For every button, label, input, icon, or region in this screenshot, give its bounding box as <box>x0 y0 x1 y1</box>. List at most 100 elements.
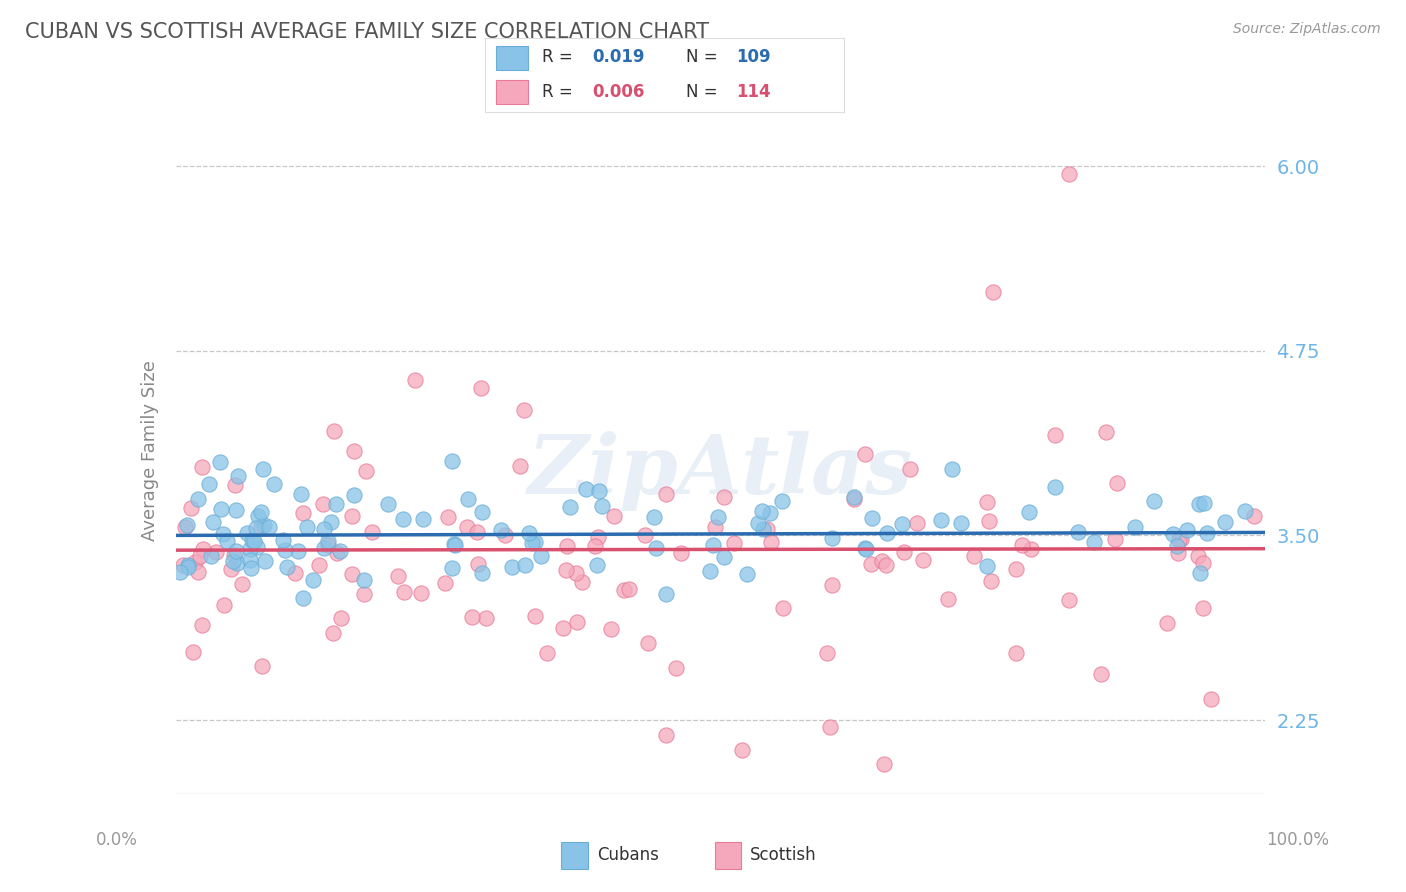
Point <box>1188 497 1211 511</box>
Point <box>177 558 200 572</box>
Y-axis label: Average Family Size: Average Family Size <box>141 360 159 541</box>
Point <box>747 516 769 530</box>
Point <box>191 459 214 474</box>
Point <box>456 519 478 533</box>
Point <box>308 558 330 573</box>
Point <box>706 510 728 524</box>
Point <box>890 516 912 531</box>
Point <box>853 447 876 461</box>
Point <box>276 560 298 574</box>
Point <box>219 562 242 576</box>
Point <box>259 520 281 534</box>
Point <box>530 549 553 564</box>
Point <box>855 541 877 556</box>
Point <box>342 444 364 458</box>
Text: 109: 109 <box>737 48 770 66</box>
Point <box>291 506 314 520</box>
Point <box>457 492 479 507</box>
Point <box>169 565 191 579</box>
Point <box>211 527 233 541</box>
Point <box>326 546 349 560</box>
Point <box>875 558 897 573</box>
Point <box>585 558 607 572</box>
Point <box>821 577 844 591</box>
Point <box>645 541 668 555</box>
Point <box>287 544 309 558</box>
Point <box>603 509 626 524</box>
FancyBboxPatch shape <box>496 45 529 70</box>
Point <box>242 533 264 548</box>
Point <box>176 518 198 533</box>
Point <box>1095 425 1118 439</box>
Point <box>443 537 465 551</box>
Point <box>224 548 246 562</box>
Point <box>669 546 692 560</box>
Point <box>1005 646 1028 660</box>
Point <box>360 525 382 540</box>
Point <box>183 555 205 569</box>
Point <box>1156 615 1178 630</box>
Text: 0.019: 0.019 <box>592 48 645 66</box>
Point <box>1067 524 1090 539</box>
Point <box>409 586 432 600</box>
Point <box>353 587 375 601</box>
Point <box>290 487 312 501</box>
Point <box>950 516 973 530</box>
FancyBboxPatch shape <box>714 842 741 869</box>
Point <box>191 618 214 632</box>
Point <box>565 566 588 581</box>
Point <box>186 492 208 507</box>
Point <box>1166 540 1188 554</box>
Point <box>412 512 434 526</box>
Point <box>325 497 347 511</box>
Text: N =: N = <box>686 48 717 66</box>
Point <box>343 488 366 502</box>
Point <box>637 635 659 649</box>
Point <box>1234 504 1257 518</box>
Point <box>523 608 546 623</box>
Text: N =: N = <box>686 83 717 101</box>
Point <box>465 524 488 539</box>
Point <box>936 592 959 607</box>
Point <box>340 508 363 523</box>
Point <box>613 583 636 598</box>
Point <box>713 490 735 504</box>
Point <box>319 515 342 529</box>
Point <box>316 538 339 552</box>
Point <box>471 566 494 581</box>
Point <box>316 534 339 549</box>
Point <box>312 497 335 511</box>
Point <box>470 381 492 395</box>
Text: R =: R = <box>543 83 574 101</box>
Point <box>252 462 274 476</box>
Point <box>239 541 262 556</box>
Point <box>929 513 952 527</box>
Point <box>515 558 537 573</box>
Point <box>284 566 307 581</box>
Point <box>553 622 575 636</box>
Point <box>1018 505 1040 519</box>
Point <box>226 469 249 483</box>
Point <box>188 549 211 563</box>
Point <box>1104 532 1126 546</box>
Point <box>979 514 1001 528</box>
FancyBboxPatch shape <box>561 842 588 869</box>
Point <box>876 526 898 541</box>
Point <box>655 728 678 742</box>
Point <box>893 544 915 558</box>
Point <box>322 625 344 640</box>
Point <box>976 559 998 574</box>
Point <box>1019 541 1042 556</box>
Point <box>263 476 285 491</box>
Point <box>501 559 523 574</box>
Point <box>870 554 893 568</box>
Text: R =: R = <box>543 48 574 66</box>
Text: ZipAtlas: ZipAtlas <box>529 431 912 511</box>
Point <box>225 544 247 558</box>
Point <box>441 561 464 575</box>
Point <box>655 486 678 500</box>
Point <box>471 504 494 518</box>
Point <box>174 520 197 534</box>
Point <box>225 556 247 570</box>
Point <box>980 574 1002 589</box>
